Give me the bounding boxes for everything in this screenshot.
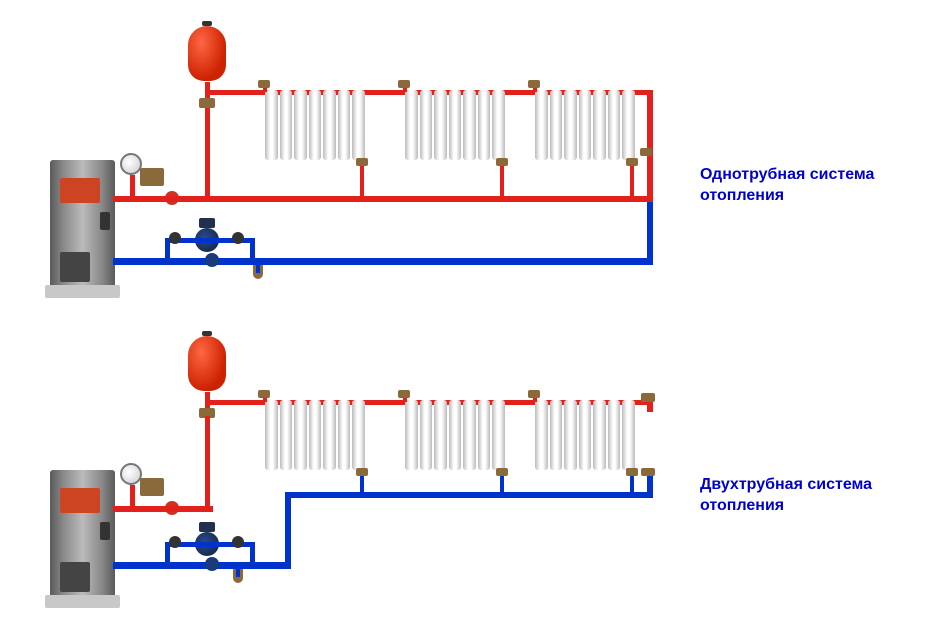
return-valve: [232, 232, 244, 244]
expansion-tank: [188, 26, 226, 81]
two-pipe-label: Двухтрубная система отопления: [700, 475, 872, 517]
return-valve: [169, 536, 181, 548]
return-valve: [205, 253, 219, 267]
radiator: [265, 90, 365, 160]
return-valve: [169, 232, 181, 244]
label-line: Двухтрубная система: [700, 476, 872, 493]
rad-valve: [258, 80, 270, 88]
single-pipe-diagram: [0, 0, 700, 310]
return-valve: [232, 536, 244, 548]
return-trunk-h: [113, 562, 291, 569]
two-pipe-diagram: [0, 310, 700, 630]
safety-group: [140, 478, 164, 496]
rad-valve: [640, 148, 652, 156]
radiator: [405, 90, 505, 160]
rad-valve: [398, 80, 410, 88]
rad-valve: [626, 468, 638, 476]
pump-leg-l: [165, 542, 170, 567]
pressure-gauge-icon: [120, 153, 142, 175]
single-pipe-label: Однотрубная система отопления: [700, 165, 874, 207]
drain-stub: [236, 569, 240, 577]
pump-leg-r: [250, 542, 255, 567]
safety-group: [140, 168, 164, 186]
rad-valve: [528, 390, 540, 398]
rad-valve: [398, 390, 410, 398]
supply-trunk-h: [113, 506, 213, 512]
tank-valve: [199, 98, 215, 108]
radiator: [535, 90, 635, 160]
return-riser-right: [647, 202, 653, 265]
drain-stub: [256, 265, 260, 273]
radiator: [535, 400, 635, 470]
radiator: [405, 400, 505, 470]
supply-trunk-h: [113, 196, 653, 202]
expansion-tank: [188, 336, 226, 391]
pressure-gauge-icon: [120, 463, 142, 485]
rad-valve: [496, 158, 508, 166]
label-line: отопления: [700, 497, 784, 514]
rad-valve: [356, 468, 368, 476]
boiler: [50, 160, 115, 290]
return-drop: [285, 492, 291, 568]
rad-valve: [258, 390, 270, 398]
label-line: отопления: [700, 187, 784, 204]
rad-valve: [641, 468, 655, 476]
pump-leg-r: [250, 238, 255, 263]
rad-valve: [356, 158, 368, 166]
rad-valve: [496, 468, 508, 476]
rad-valve: [528, 80, 540, 88]
pump-leg-l: [165, 238, 170, 263]
rad-valve: [626, 158, 638, 166]
supply-riser-right: [647, 90, 653, 202]
radiator: [265, 400, 365, 470]
return-trunk-h: [113, 258, 653, 265]
rad-valve: [641, 393, 655, 402]
label-line: Однотрубная система: [700, 166, 874, 183]
return-upper-rail: [285, 492, 653, 498]
return-valve: [205, 557, 219, 571]
boiler: [50, 470, 115, 600]
tank-stem2: [205, 416, 210, 508]
